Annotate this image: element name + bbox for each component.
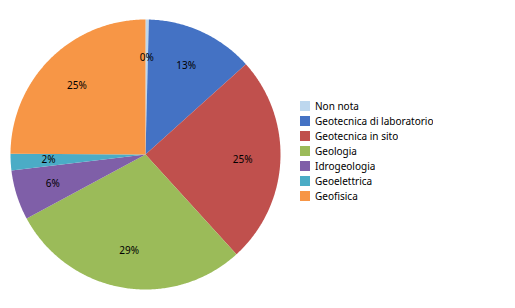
svg-text:0%: 0% xyxy=(140,50,154,64)
html-text:Geotecnica in sito: Geotecnica in sito xyxy=(315,129,399,143)
html-text:Geoelettrica: Geoelettrica xyxy=(315,174,373,188)
svg-text:2%: 2% xyxy=(41,152,55,166)
html-text:Geofisica: Geofisica xyxy=(315,189,358,203)
svg-text:6%: 6% xyxy=(46,176,60,190)
html-text:Idrogeologia: Idrogeologia xyxy=(315,159,376,173)
svg-text:25%: 25% xyxy=(233,152,253,166)
svg-text:13%: 13% xyxy=(176,58,196,72)
html-text:Geotecnica di laboratorio: Geotecnica di laboratorio xyxy=(315,114,434,128)
svg-text:25%: 25% xyxy=(67,78,87,92)
svg-text:29%: 29% xyxy=(119,243,139,257)
html-text:Geologia: Geologia xyxy=(315,144,357,158)
html-text:Non nota: Non nota xyxy=(315,99,359,113)
